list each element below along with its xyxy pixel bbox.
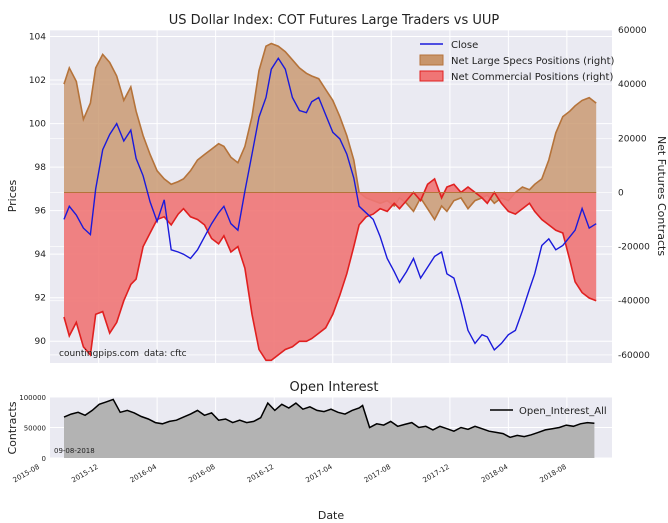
bottom-chart-title: Open Interest xyxy=(290,380,379,395)
legend-close-label: Close xyxy=(451,40,478,51)
top-y2label: Net Futures Contracts xyxy=(655,136,668,256)
bottom-x-tick-label: 2016-08 xyxy=(187,463,216,485)
top-left-ticks: 90 92 94 96 98 100 102 104 xyxy=(29,33,46,348)
date-annotation: 09-08-2018 xyxy=(54,447,95,455)
top-left-tick-label: 98 xyxy=(35,163,47,173)
top-left-tick-label: 90 xyxy=(35,337,47,347)
top-right-tick-label: -60000 xyxy=(618,351,650,361)
bottom-legend: Open_Interest_All xyxy=(490,406,607,417)
top-left-tick-label: 104 xyxy=(29,33,46,43)
bottom-x-tick-label: 2016-04 xyxy=(129,463,159,485)
commercial-line xyxy=(63,177,597,362)
open-interest-area xyxy=(64,399,595,458)
legend-oi-label: Open_Interest_All xyxy=(519,406,607,417)
commercial-area xyxy=(64,178,597,361)
top-left-tick-label: 102 xyxy=(29,76,46,86)
top-right-tick-label: 20000 xyxy=(618,134,647,144)
top-chart-title: US Dollar Index: COT Futures Large Trade… xyxy=(169,13,500,28)
top-left-tick-label: 92 xyxy=(35,294,46,304)
top-left-tick-label: 96 xyxy=(35,207,47,217)
top-right-ticks: -60000 -40000 -20000 0 20000 40000 60000 xyxy=(618,26,650,361)
bottom-x-ticks: 2015-08 2015-12 2016-04 2016-08 2016-12 2017-… xyxy=(12,463,568,485)
legend-specs-label: Net Large Specs Positions (right) xyxy=(451,56,615,67)
top-right-tick-label: -20000 xyxy=(618,243,650,253)
bottom-x-tick-label: 2017-12 xyxy=(422,463,451,485)
top-right-tick-label: 60000 xyxy=(618,26,647,36)
bottom-y-tick-label: 100000 xyxy=(19,394,46,402)
bottom-x-tick-label: 2016-12 xyxy=(246,463,275,485)
legend-specs-swatch xyxy=(419,54,444,66)
bottom-x-tick-label: 2015-12 xyxy=(70,463,99,485)
bottom-x-tick-label: 2017-08 xyxy=(363,463,392,485)
data-annotation: data: cftc xyxy=(144,349,187,359)
legend-commercial-swatch xyxy=(419,70,444,82)
bottom-x-tick-label: 2018-04 xyxy=(480,463,510,485)
top-left-tick-label: 94 xyxy=(35,250,47,260)
top-left-tick-label: 100 xyxy=(29,120,46,130)
bottom-x-tick-label: 2017-04 xyxy=(304,463,334,485)
top-right-tick-label: 0 xyxy=(618,188,624,198)
top-legend: Close Net Large Specs Positions (right) … xyxy=(419,40,615,83)
open-interest-line xyxy=(63,398,595,439)
top-ylabel: Prices xyxy=(6,179,19,212)
bottom-y-tick-label: 50000 xyxy=(24,425,46,433)
bottom-x-tick-label: 2015-08 xyxy=(12,463,41,485)
bottom-x-tick-label: 2018-08 xyxy=(539,463,568,485)
bottom-ylabel: Contracts xyxy=(6,401,19,454)
top-right-tick-label: -40000 xyxy=(618,297,650,307)
close-series-line xyxy=(63,57,597,352)
bottom-y-tick-label: 0 xyxy=(42,455,46,463)
legend-commercial-label: Net Commercial Positions (right) xyxy=(451,72,613,83)
specs-area xyxy=(64,43,597,220)
bottom-y-ticks: 0 50000 100000 xyxy=(19,394,46,463)
top-right-tick-label: 40000 xyxy=(618,80,647,90)
bottom-xlabel: Date xyxy=(318,509,345,522)
top-areas xyxy=(63,42,597,362)
source-annotation: countingpips.com xyxy=(59,349,139,359)
